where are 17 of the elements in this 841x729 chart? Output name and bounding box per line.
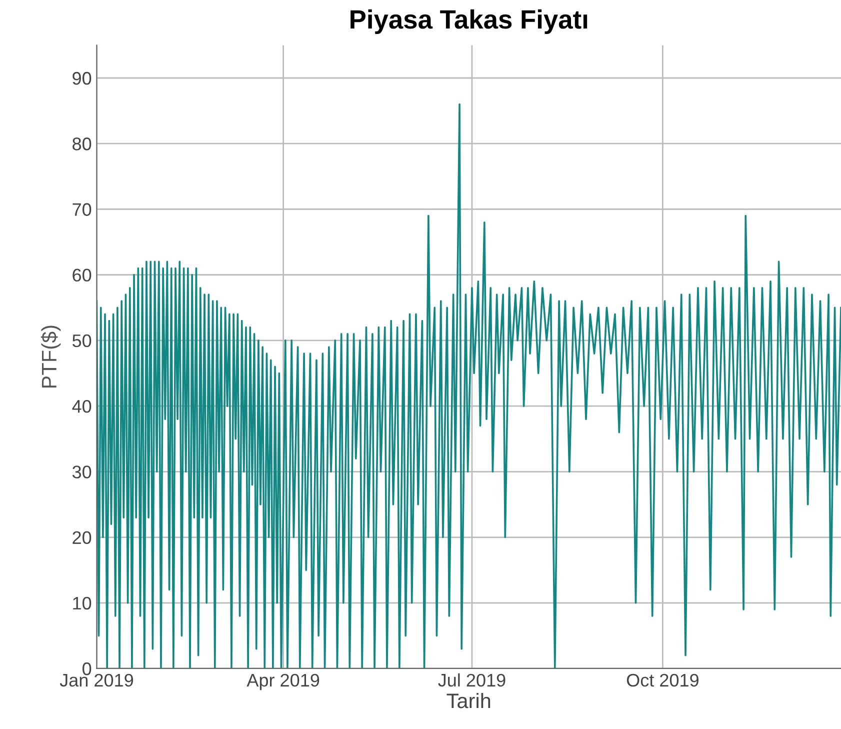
- chart-title: Piyasa Takas Fiyatı: [350, 9, 588, 34]
- x-tick-label: Oct 2019: [626, 674, 698, 687]
- x-tick-label: Apr 2019: [246, 674, 320, 690]
- y-tick-label: 60: [72, 268, 92, 282]
- y-tick-label: 30: [72, 466, 92, 478]
- y-tick-label: 0: [82, 662, 92, 676]
- y-tick-label: 20: [72, 531, 92, 544]
- x-tick-label: Jul 2019: [438, 673, 506, 687]
- y-tick-label: 50: [72, 334, 92, 348]
- y-tick-label: 80: [72, 138, 92, 150]
- y-axis-title: PTF($): [40, 326, 61, 388]
- y-tick-label: 40: [72, 400, 92, 413]
- y-tick-label: 70: [72, 203, 92, 216]
- x-tick-label: Jan 2019: [60, 674, 134, 687]
- y-tick-label: 90: [72, 72, 92, 85]
- y-tick-label: 10: [73, 596, 92, 610]
- x-axis-title: Tarih: [446, 692, 490, 708]
